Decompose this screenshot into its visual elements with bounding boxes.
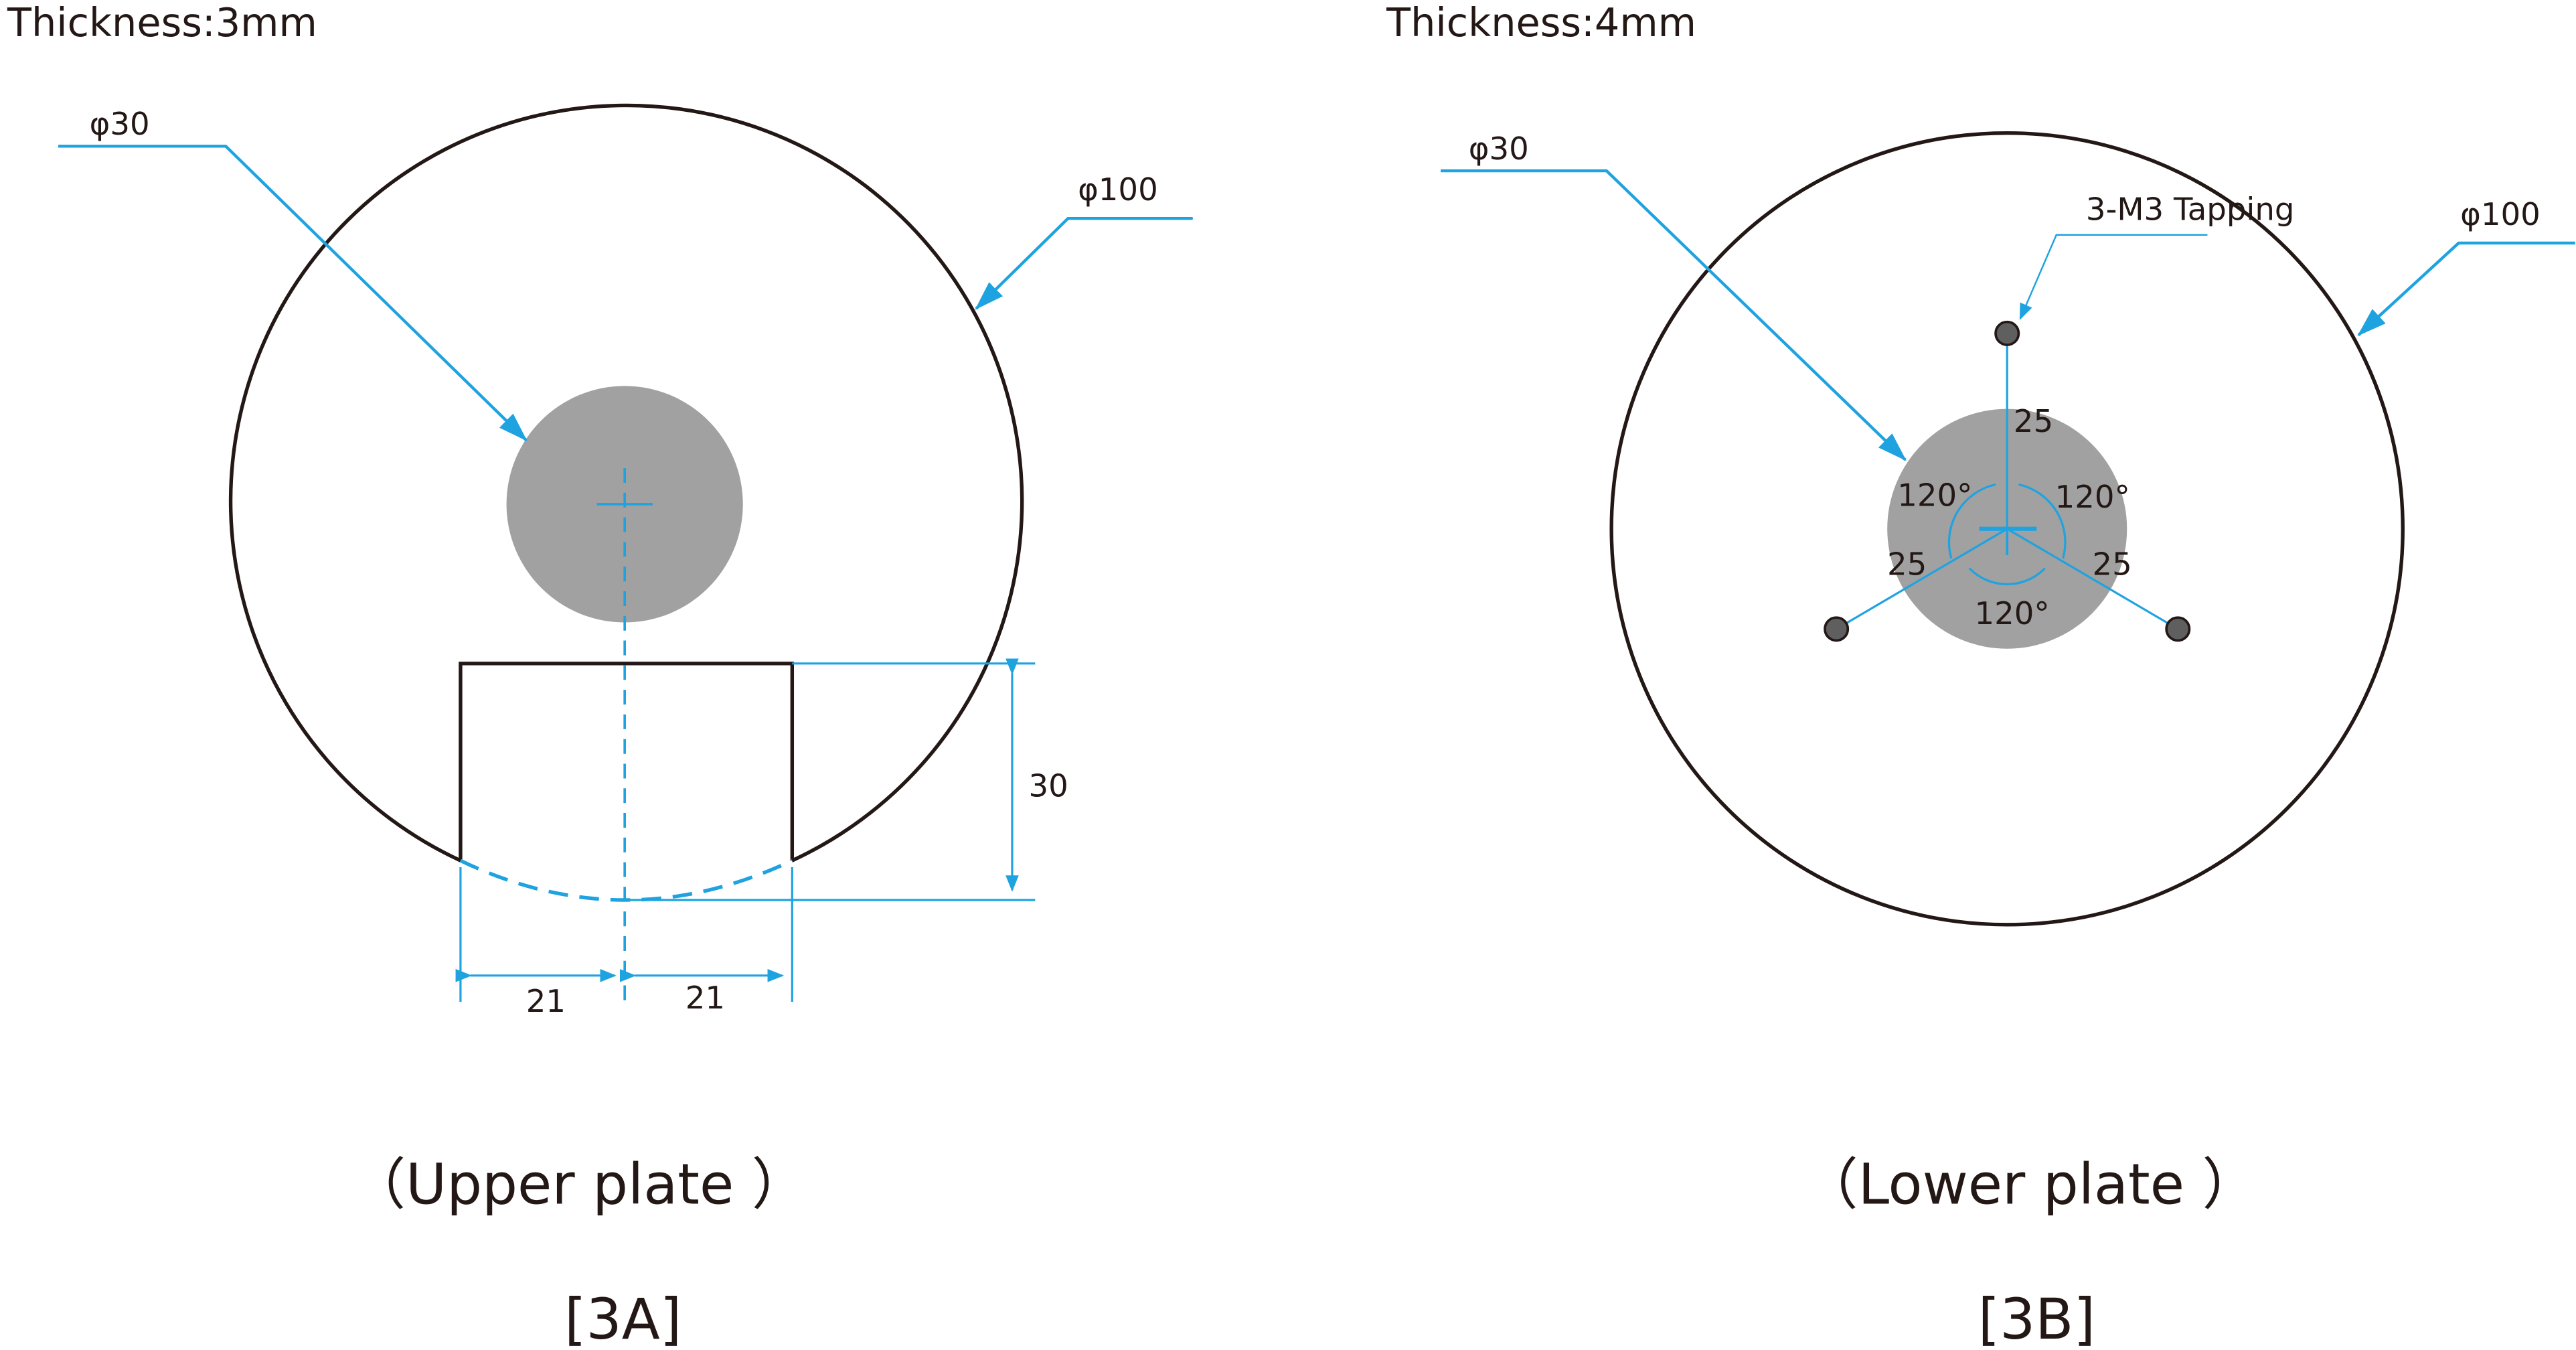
lower-radius-line-right	[2006, 528, 2179, 630]
upper-phi30-leader	[58, 145, 528, 441]
upper-slot-outline	[459, 662, 795, 861]
lower-thickness-label: Thickness:4mm	[1386, 0, 1696, 46]
lower-angle-left-label: 120°	[1897, 477, 1972, 513]
lower-radius-line-left	[1836, 528, 2008, 630]
lower-radius-right-label: 25	[2093, 546, 2132, 582]
tapping-holes	[1824, 320, 2191, 642]
lower-radius-left-label: 25	[1887, 546, 1927, 582]
upper-dim30-label: 30	[1028, 767, 1068, 804]
upper-slot-arc-dashed	[459, 858, 793, 902]
upper-figure-label: [3A]	[564, 1287, 681, 1350]
upper-outer-circle	[228, 103, 1024, 862]
lower-tapping-label: 3-M3 Tapping	[2086, 192, 2295, 228]
upper-dim21-right-label: 21	[686, 980, 725, 1016]
lower-phi30-label: φ30	[1469, 131, 1529, 167]
upper-phi100-leader	[975, 216, 1193, 310]
lower-phi30-leader	[1441, 169, 1907, 461]
tapping-hole-top	[1994, 320, 2020, 346]
upper-dim21-left-label: 21	[526, 983, 566, 1019]
lower-plate-drawing: Thickness:4mm 25 25 25 120° 120° 120° 3-…	[1386, 0, 2575, 1350]
lower-angle-bottom-label: 120°	[1974, 595, 2049, 631]
lower-phi100-label: φ100	[2460, 196, 2541, 232]
upper-plate-drawing: Thickness:3mm φ30 φ100 30 21 21 （Upper p…	[7, 0, 1193, 1350]
lower-angle-arc-right	[2018, 483, 2067, 559]
upper-caption: （Upper plate ）	[350, 1152, 807, 1217]
tapping-hole-left	[1824, 616, 1850, 642]
lower-angle-arc-left	[1947, 483, 1996, 559]
lower-figure-label: [3B]	[1978, 1287, 2095, 1350]
lower-radius-top-label: 25	[2014, 403, 2053, 439]
upper-thickness-label: Thickness:3mm	[7, 0, 317, 46]
tapping-hole-right	[2165, 616, 2191, 642]
lower-caption: （Lower plate ）	[1802, 1152, 2258, 1217]
lower-angle-arc-bottom	[1968, 567, 2046, 586]
lower-outer-circle	[1609, 131, 2405, 927]
lower-angle-right-label: 120°	[2055, 479, 2130, 515]
upper-phi100-label: φ100	[1078, 171, 1158, 208]
lower-tapping-leader	[2019, 234, 2208, 321]
upper-phi30-label: φ30	[90, 106, 150, 142]
lower-phi100-leader	[2357, 241, 2575, 336]
